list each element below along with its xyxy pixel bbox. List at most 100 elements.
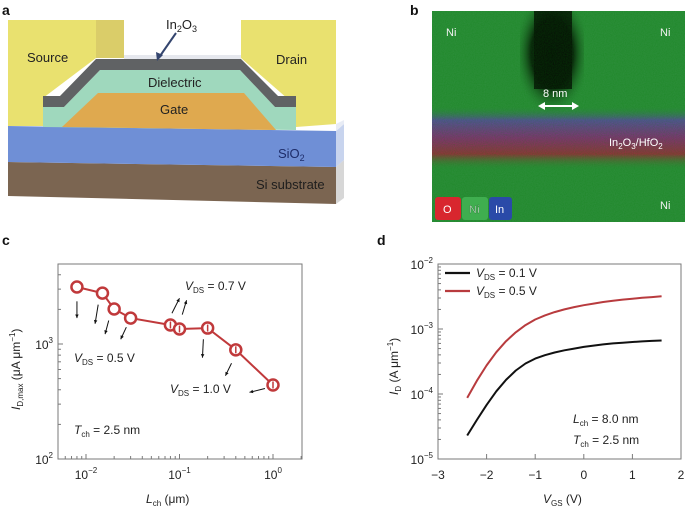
arrowhead-icon (225, 371, 229, 376)
data-point (266, 378, 280, 392)
panel-label-c: c (2, 232, 10, 248)
ni-label-top-left: Ni (446, 27, 456, 39)
data-point (123, 311, 138, 325)
chart-d-axis-ticks (437, 266, 682, 460)
y-tick-label: 10−3 (411, 321, 434, 337)
chart-d-ylabel: ID (A μm−1) (386, 338, 403, 395)
y-tick-label: 10−4 (411, 386, 434, 402)
device-schematic: Source Drain In2O3 Dielectric Gate SiO2 … (8, 17, 344, 204)
legend-swatch-o (435, 197, 461, 220)
arrow-down-icon (201, 339, 204, 358)
eds-oxide-band (432, 106, 685, 170)
substrate-side (336, 160, 344, 204)
arrowhead-icon (176, 298, 180, 303)
arrowhead-icon (200, 354, 205, 358)
legend-label-in: In (495, 204, 504, 216)
channel-layer (43, 59, 296, 107)
chart-c-frame (57, 263, 303, 460)
channel-arrowhead (156, 52, 163, 61)
chart-c-xlabel: Lch (μm) (146, 492, 189, 508)
data-point (107, 302, 121, 316)
drain-label: Drain (276, 52, 307, 67)
series-line-vds-0-5 (466, 295, 662, 399)
data-point (95, 286, 110, 300)
gate-layer (62, 93, 276, 130)
gate-label: Gate (160, 102, 188, 117)
chart-c-axis-ticks (58, 274, 302, 460)
ni-label-top-right: Ni (660, 27, 670, 39)
arrow-down-icon (224, 363, 232, 376)
ni-label-bottom-right: Ni (660, 200, 670, 212)
channel-arrow (159, 32, 177, 57)
chart-d-tick-labels: −3 −2 −1 0 1 2 10−5 10−4 10−3 10−2 (411, 256, 685, 482)
legend-swatch-in (489, 197, 512, 220)
oxide-stack-label: In2O3/HfO2 (609, 137, 663, 151)
x-tick-label: 0 (580, 468, 587, 482)
chart-d-legend: VDS = 0.1 V VDS = 0.5 V (445, 266, 537, 300)
oxide-side (336, 124, 344, 167)
y-tick-label: 102 (35, 451, 53, 467)
arrow-left-icon (249, 388, 266, 393)
substrate-layer (8, 162, 336, 204)
x-tick-label: 1 (629, 468, 636, 482)
chart-d-annotation-lch: Lch = 8.0 nm (573, 412, 639, 428)
chart-c-tick-labels: 10−2 10−1 100 102 103 (35, 336, 282, 482)
arrow-down-icon (94, 304, 99, 324)
eds-background (432, 11, 685, 222)
chart-c-points (70, 280, 280, 392)
panel-label-d: d (377, 232, 386, 248)
data-point (200, 321, 215, 335)
eds-dark-gap (520, 11, 584, 116)
chart-c-annotation-vds07: VDS = 0.7 V (185, 279, 246, 295)
arrow-down-icon (120, 326, 127, 340)
chart-c-series-line (76, 286, 274, 386)
drain-contact (241, 20, 336, 127)
arrow-up-icon (171, 298, 180, 314)
legend-label-ni: Ni (469, 204, 479, 216)
legend-label-o: O (443, 204, 452, 216)
y-tick-label: 10−2 (411, 256, 434, 272)
chart-d-xlabel: VGS (V) (543, 492, 582, 508)
arrowhead-icon (93, 319, 98, 324)
channel-top-face (124, 55, 241, 59)
data-point (163, 318, 178, 332)
series-line-vds-0-1 (466, 339, 662, 437)
source-label: Source (27, 50, 68, 65)
oxide-label: SiO2 (278, 146, 305, 163)
arrowhead-icon (104, 330, 108, 335)
x-tick-label: 2 (678, 468, 685, 482)
y-tick-label: 103 (35, 336, 53, 352)
panel-label-b: b (410, 2, 419, 18)
scale-arrow-icon (538, 102, 579, 110)
x-tick-label: 10−1 (168, 466, 191, 482)
chart-d-annotation-tch: Tch = 2.5 nm (573, 433, 639, 449)
source-contact (8, 20, 124, 126)
chart-c-annotation-vds10: VDS = 1.0 V (170, 382, 231, 398)
data-point (229, 343, 243, 357)
drain-side (336, 120, 344, 131)
eds-noise (432, 11, 685, 222)
legend-swatch-ni (462, 197, 488, 220)
x-tick-label: −2 (480, 468, 494, 482)
arrowhead-icon (183, 300, 188, 305)
x-tick-label: 100 (264, 466, 282, 482)
chart-d-series (466, 295, 662, 437)
y-tick-label: 10−5 (411, 451, 434, 467)
dielectric-label: Dielectric (148, 75, 202, 90)
chart-c-annotation-vds05: VDS = 0.5 V (74, 351, 135, 367)
source-contact-shadow (96, 20, 124, 58)
oxide-layer (8, 126, 336, 167)
arrow-down-icon (104, 320, 110, 335)
substrate-label: Si substrate (256, 177, 325, 192)
x-tick-label: −3 (431, 468, 445, 482)
x-tick-label: 10−2 (75, 466, 98, 482)
arrow-up-icon (181, 300, 188, 315)
eds-dark-core (534, 11, 572, 89)
chart-c-ylabel: ID,max (μA μm−1) (8, 329, 25, 410)
chart-c-arrows (75, 298, 266, 394)
data-point (172, 322, 187, 336)
arrowhead-icon (75, 314, 79, 319)
chart-c-annotation-tch: Tch = 2.5 nm (74, 423, 140, 439)
arrowhead-icon (249, 389, 254, 394)
channel-label: In2O3 (166, 17, 197, 34)
